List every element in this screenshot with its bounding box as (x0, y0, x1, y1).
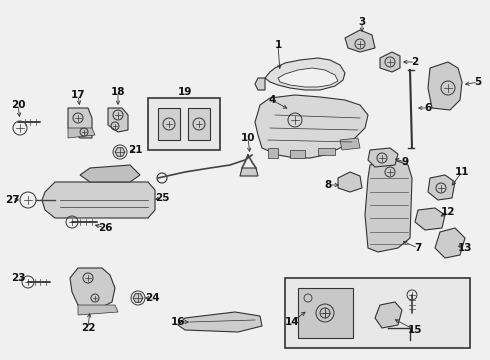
Polygon shape (80, 165, 140, 182)
Text: 21: 21 (128, 145, 142, 155)
Polygon shape (133, 294, 143, 302)
Text: 14: 14 (285, 317, 299, 327)
Polygon shape (115, 148, 125, 156)
Text: 1: 1 (274, 40, 282, 50)
Text: 16: 16 (171, 317, 185, 327)
Text: 24: 24 (145, 293, 159, 303)
Bar (148, 98, 220, 150)
Polygon shape (435, 228, 465, 258)
Polygon shape (265, 58, 345, 90)
Text: 17: 17 (71, 90, 85, 100)
Text: 27: 27 (5, 195, 19, 205)
Text: 9: 9 (401, 157, 409, 167)
Polygon shape (108, 108, 128, 132)
Polygon shape (380, 52, 400, 72)
Polygon shape (318, 148, 335, 155)
Polygon shape (340, 138, 360, 150)
Text: 25: 25 (155, 193, 169, 203)
Text: 5: 5 (474, 77, 482, 87)
Polygon shape (78, 305, 118, 315)
Text: 4: 4 (269, 95, 276, 105)
Text: 10: 10 (241, 133, 255, 143)
Polygon shape (68, 128, 95, 138)
Text: 15: 15 (408, 325, 422, 335)
Polygon shape (68, 108, 92, 138)
Polygon shape (428, 175, 455, 200)
Text: 12: 12 (441, 207, 455, 217)
Text: 22: 22 (81, 323, 95, 333)
Polygon shape (255, 95, 368, 158)
Text: 18: 18 (111, 87, 125, 97)
Text: 3: 3 (358, 17, 366, 27)
Text: 13: 13 (458, 243, 472, 253)
Text: 8: 8 (324, 180, 332, 190)
Polygon shape (240, 168, 258, 176)
Bar (285, 278, 470, 348)
Polygon shape (375, 302, 402, 328)
Text: 2: 2 (412, 57, 418, 67)
Bar (298, 288, 353, 338)
Text: 20: 20 (11, 100, 25, 110)
Bar (188, 108, 210, 140)
Polygon shape (70, 268, 115, 310)
Polygon shape (268, 148, 278, 158)
Polygon shape (42, 182, 155, 218)
Polygon shape (278, 68, 338, 87)
Text: 19: 19 (178, 87, 192, 97)
Polygon shape (178, 312, 262, 332)
Text: 7: 7 (415, 243, 422, 253)
Polygon shape (290, 150, 305, 158)
Polygon shape (415, 208, 445, 230)
Text: 26: 26 (98, 223, 112, 233)
Text: 6: 6 (424, 103, 432, 113)
Polygon shape (365, 160, 412, 252)
Polygon shape (255, 78, 265, 90)
Polygon shape (368, 148, 398, 167)
Text: 11: 11 (455, 167, 469, 177)
Polygon shape (428, 62, 462, 110)
Bar (158, 108, 180, 140)
Polygon shape (338, 172, 362, 192)
Text: 23: 23 (11, 273, 25, 283)
Polygon shape (345, 30, 375, 52)
